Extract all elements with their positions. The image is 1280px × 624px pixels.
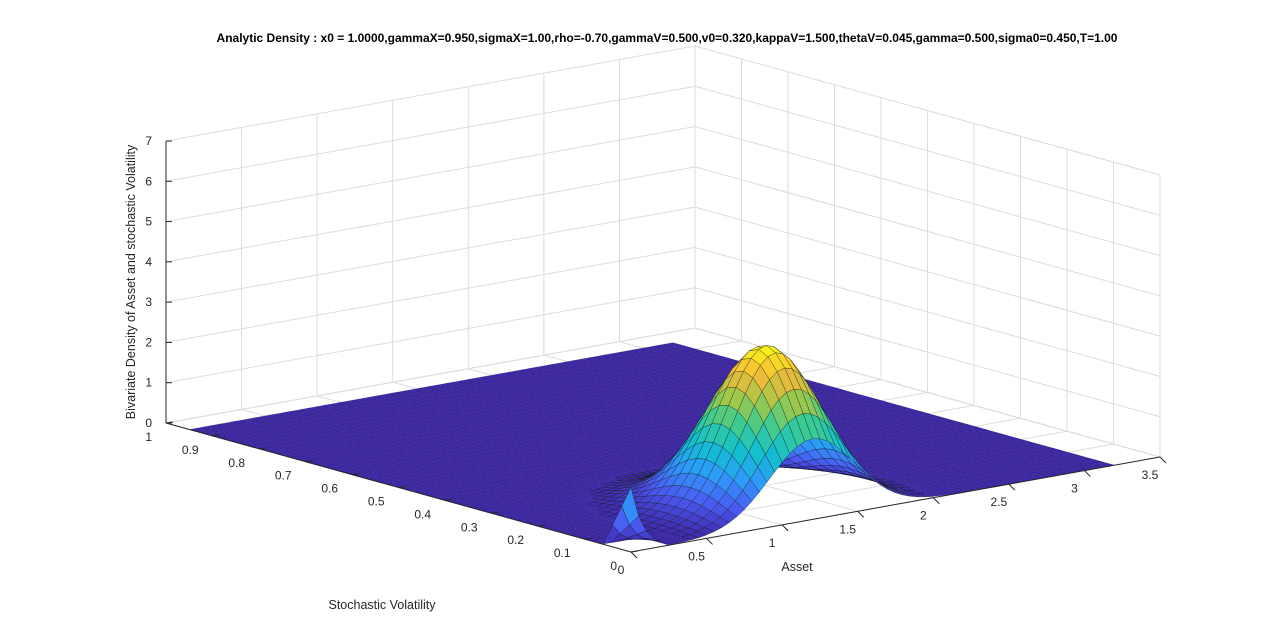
gridline-sidewall-z	[694, 206, 1161, 337]
gridline-backwall-z	[165, 246, 696, 343]
z-tick-label: 2	[145, 335, 152, 349]
y-tick-mark	[212, 434, 220, 437]
surface-mesh	[189, 342, 1115, 546]
y-tick-mark	[258, 447, 267, 450]
gridline-backwall-z	[165, 45, 696, 142]
axis-layer: 0 0.5 1 1.5 2 2.5 3 3.5 0 0.1 0.2 0.3 0.4 0.5 0.6 0.7 0.…	[145, 134, 1167, 577]
gridline-backwall-z	[165, 287, 696, 384]
x-tick-mark	[1008, 483, 1016, 491]
z-tick-label: 3	[145, 295, 152, 309]
y-tick-mark	[584, 537, 592, 540]
y-tick-label: 0.2	[507, 533, 524, 547]
y-tick-label: 0.4	[414, 507, 431, 521]
gridline-sidewall-z	[694, 166, 1161, 297]
x-tick-label: 0.5	[688, 549, 705, 563]
gridline-sidewall-z	[694, 126, 1161, 257]
z-tick-label: 6	[145, 174, 152, 188]
y-tick-label: 0.5	[368, 495, 385, 509]
x-tick-mark	[781, 524, 789, 532]
x-tick-mark	[857, 510, 865, 518]
x-tick-label: 3.5	[1142, 468, 1159, 482]
y-tick-label: 0.7	[275, 469, 292, 483]
y-tick-mark	[537, 524, 546, 527]
y-tick-label: 0.6	[321, 482, 338, 496]
z-tick-label: 5	[145, 215, 152, 229]
gridline-sidewall-z	[694, 246, 1161, 377]
gridline-sidewall-z	[694, 45, 1161, 176]
y-tick-mark	[305, 460, 313, 463]
y-tick-mark	[444, 498, 453, 501]
x-tick-mark	[706, 538, 713, 545]
gridline-sidewall-z	[694, 85, 1161, 216]
x-tick-mark	[630, 551, 638, 559]
z-tick-label: 0	[145, 416, 152, 430]
y-tick-label: 0.8	[228, 456, 245, 470]
gridline-sidewall-z	[694, 287, 1161, 418]
y-tick-mark	[351, 473, 360, 476]
gridline-backwall-z	[165, 166, 696, 263]
y-tick-label: 0.9	[182, 443, 199, 457]
y-axis-label: Stochastic Volatility	[329, 598, 437, 612]
gridline-backwall-z	[165, 327, 696, 424]
y-tick-label: 0.3	[461, 520, 478, 534]
x-tick-mark	[932, 497, 940, 505]
y-tick-mark	[630, 550, 639, 553]
z-axis-label: Bivariate Density of Asset and stochasti…	[124, 144, 138, 419]
y-tick-mark	[398, 486, 406, 488]
x-tick-label: 1	[769, 536, 776, 550]
x-tick-label: 1.5	[839, 522, 856, 536]
x-tick-label: 0	[618, 563, 625, 577]
x-tick-label: 2	[920, 509, 927, 523]
chart-title: Analytic Density : x0 = 1.0000,gammaX=0.…	[217, 31, 1118, 45]
z-tick-label: 4	[145, 255, 152, 269]
gridline-backwall-z	[165, 85, 696, 182]
x-tick-mark	[1084, 470, 1091, 477]
y-tick-label: 0.1	[554, 546, 571, 560]
x-axis-line	[630, 456, 1161, 553]
gridline-backwall-z	[165, 206, 696, 303]
y-tick-mark	[491, 511, 499, 514]
gridline-backwall-z	[165, 126, 696, 223]
z-tick-label: 7	[145, 134, 152, 148]
x-tick-mark	[1159, 456, 1167, 464]
y-tick-label: 0	[610, 559, 617, 573]
z-tick-label: 1	[145, 376, 152, 390]
x-tick-label: 3	[1071, 482, 1078, 496]
x-axis-label: Asset	[781, 560, 813, 574]
y-tick-label: 1	[145, 430, 152, 444]
x-tick-label: 2.5	[991, 495, 1008, 509]
